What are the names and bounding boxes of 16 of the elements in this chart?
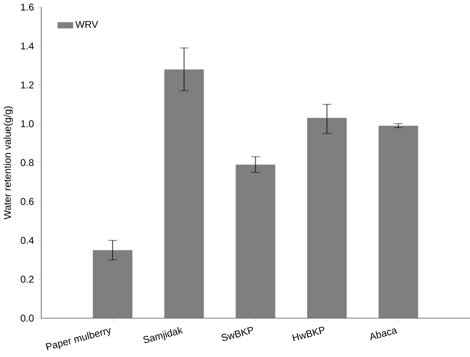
y-tick-label: 0.4 [20,236,34,244]
y-tick-label: 0.6 [20,198,34,206]
x-tick-label: HwBKP [292,326,324,342]
y-tick-label: 0.2 [20,276,34,283]
x-tick-label: Abaca [370,328,398,340]
y-tick-label: 1.4 [21,42,34,50]
y-tick-label: 1.0 [21,120,34,128]
x-tick-label: SwBKP [222,326,253,341]
legend-label: WRV [75,21,98,28]
y-tick-label: 1.2 [21,81,34,88]
y-tick-label: 0.0 [20,314,34,322]
x-tick-label: Paper mulberry [46,328,110,350]
y-tick-label: 1.6 [21,4,34,11]
y-axis-title: Water retention value(g/g) [4,106,13,220]
y-tick-label: 0.8 [20,159,34,166]
x-tick-label: Samjidak [143,327,184,343]
